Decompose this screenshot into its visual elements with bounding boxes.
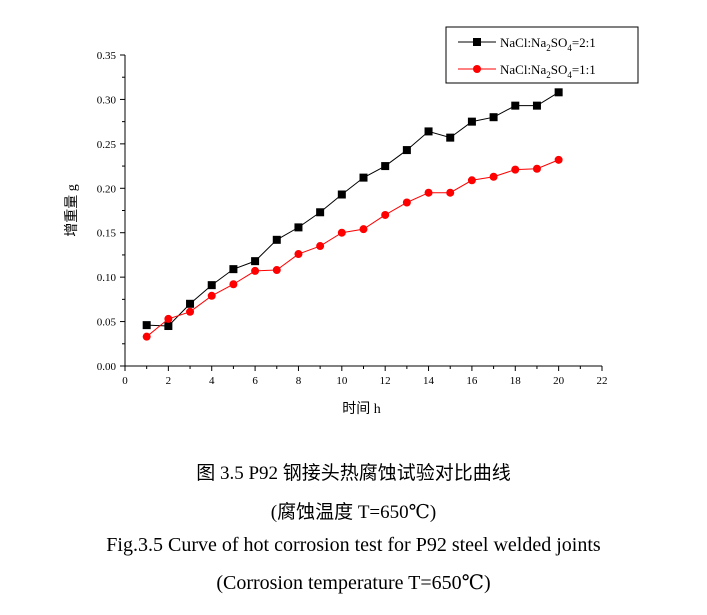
y-tick-label: 0.20 xyxy=(97,183,117,195)
data-point xyxy=(186,307,195,316)
y-tick-label: 0.35 xyxy=(97,50,117,62)
data-point xyxy=(294,223,303,232)
data-point xyxy=(446,133,455,142)
data-point xyxy=(272,235,281,244)
legend-label: NaCl:Na2SO4=1:1 xyxy=(500,62,596,80)
y-tick-label: 0.30 xyxy=(97,94,117,106)
data-point xyxy=(554,88,563,97)
data-point xyxy=(402,198,411,207)
x-tick-label: 20 xyxy=(553,375,565,387)
data-point xyxy=(359,173,368,182)
x-tick-label: 22 xyxy=(597,375,608,387)
series-1 xyxy=(142,88,563,331)
data-point xyxy=(272,266,281,275)
x-tick-label: 0 xyxy=(122,375,128,387)
chart-series-layer xyxy=(142,88,563,341)
data-point xyxy=(424,127,433,136)
data-point xyxy=(294,250,303,259)
y-tick-label: 0.10 xyxy=(97,272,117,284)
legend-text: NaCl:Na xyxy=(500,35,546,50)
chart: 0 2 4 6 8 10 12 14 16 18 20 220.000.050.100.150.200… xyxy=(64,26,639,417)
x-tick-label: 12 xyxy=(380,375,391,387)
legend-swatch-marker xyxy=(473,38,481,46)
data-point xyxy=(532,164,541,173)
data-point xyxy=(467,176,476,185)
data-point xyxy=(511,101,520,110)
x-tick-label: 2 xyxy=(166,375,172,387)
data-point xyxy=(142,321,151,330)
x-tick-label: 6 xyxy=(252,375,258,387)
data-point xyxy=(489,113,498,122)
data-point xyxy=(142,332,151,341)
x-tick-label: 8 xyxy=(296,375,302,387)
y-axis-label: 增重量 g xyxy=(64,184,80,237)
x-tick-label: 16 xyxy=(466,375,478,387)
legend-subscript: 2 xyxy=(546,70,551,80)
y-tick-label: 0.00 xyxy=(97,361,117,373)
legend-text: =1:1 xyxy=(572,62,596,77)
data-point xyxy=(381,162,390,171)
x-tick-label: 14 xyxy=(423,375,435,387)
data-point xyxy=(511,165,520,174)
x-tick-label: 4 xyxy=(209,375,215,387)
data-point xyxy=(446,188,455,197)
data-point xyxy=(207,281,216,290)
legend-text: SO xyxy=(551,35,568,50)
data-point xyxy=(251,266,260,275)
y-tick-label: 0.15 xyxy=(97,228,117,240)
data-point xyxy=(207,291,216,300)
legend-label: NaCl:Na2SO4=2:1 xyxy=(500,35,596,53)
data-point xyxy=(359,225,368,234)
legend-subscript: 4 xyxy=(567,43,572,53)
series-line xyxy=(146,91,559,327)
data-point xyxy=(251,257,260,266)
data-point xyxy=(337,228,346,237)
data-point xyxy=(186,299,195,308)
legend-subscript: 2 xyxy=(546,43,551,53)
chart-axes: 0 2 4 6 8 10 12 14 16 18 20 22 0.00 0.05 0.10 0.15 0.20 0… xyxy=(64,50,608,417)
data-point xyxy=(489,172,498,181)
data-point xyxy=(316,242,325,251)
data-point xyxy=(164,314,173,323)
data-point xyxy=(337,190,346,199)
data-point xyxy=(229,280,238,289)
series-2 xyxy=(142,155,563,341)
y-tick-label: 0.25 xyxy=(97,139,117,151)
x-axis-label: 时间 h xyxy=(342,401,381,417)
data-point xyxy=(402,146,411,155)
legend-text: NaCl:Na xyxy=(500,62,546,77)
data-point xyxy=(554,155,563,164)
data-point xyxy=(532,101,541,110)
legend-text: SO xyxy=(551,62,568,77)
data-point xyxy=(467,117,476,126)
data-point xyxy=(381,210,390,219)
data-point xyxy=(424,188,433,197)
x-tick-label: 18 xyxy=(510,375,522,387)
figure-caption-english: Fig.3.5 Curve of hot corrosion test for … xyxy=(106,534,601,556)
legend-text: =2:1 xyxy=(572,35,596,50)
x-tick-label: 10 xyxy=(336,375,348,387)
figure-caption-chinese: 图 3.5 P92 钢接头热腐蚀试验对比曲线 xyxy=(196,463,511,484)
legend-subscript: 4 xyxy=(567,70,572,80)
figure-subcaption-english: (Corrosion temperature T=650℃) xyxy=(216,572,491,594)
figure-subcaption-chinese: (腐蚀温度 T=650℃) xyxy=(270,502,437,523)
legend-swatch-marker xyxy=(473,65,481,73)
data-point xyxy=(316,208,325,217)
data-point xyxy=(229,265,238,274)
legend-box xyxy=(445,26,639,84)
data-point xyxy=(164,322,173,331)
y-tick-label: 0.05 xyxy=(97,317,117,329)
